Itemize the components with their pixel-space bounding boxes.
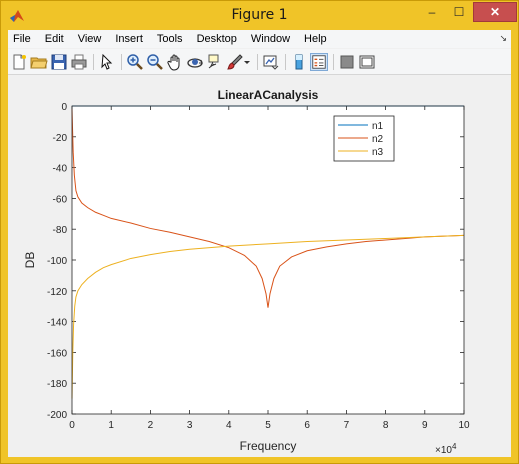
print-icon[interactable]	[70, 53, 88, 71]
menu-edit[interactable]: Edit	[44, 33, 64, 45]
y-tick-label: -40	[53, 164, 68, 175]
x-multiplier-label: ×104	[435, 442, 457, 456]
insert-legend-icon[interactable]	[310, 53, 328, 71]
y-axis-label: DB	[23, 252, 37, 269]
menu-window[interactable]: Window	[250, 33, 291, 45]
minimize-button[interactable]: –	[428, 5, 436, 19]
x-tick-label: 4	[226, 420, 232, 431]
arrow-icon[interactable]: ↘	[499, 33, 507, 43]
x-tick-label: 8	[383, 420, 389, 431]
y-tick-label: -180	[47, 379, 67, 390]
y-tick-label: -140	[47, 318, 67, 329]
chart-title: LinearACanalysis	[218, 88, 319, 102]
legend-label-n2: n2	[372, 134, 384, 145]
menu-view[interactable]: View	[77, 33, 102, 45]
y-axis: 0 -20 -40 -60 -80 -100 -120 -140 -160 -180 -200	[47, 102, 464, 421]
legend-label-n1: n1	[372, 121, 384, 132]
window-title: Figure 1	[231, 7, 288, 23]
x-multiplier-exponent: 4	[452, 442, 457, 451]
menu-desktop[interactable]: Desktop	[196, 33, 237, 45]
x-tick-label: 3	[187, 420, 193, 431]
close-icon: ✕	[489, 5, 501, 19]
y-tick-label: -20	[53, 133, 68, 144]
legend-label-n3: n3	[372, 147, 384, 158]
brush-icon[interactable]	[226, 53, 244, 71]
y-tick-label: -100	[47, 256, 67, 267]
x-tick-label: 9	[422, 420, 428, 431]
open-file-icon[interactable]	[30, 53, 48, 71]
x-tick-label: 0	[69, 420, 75, 431]
data-cursor-icon[interactable]	[206, 53, 224, 71]
show-plot-tools-icon[interactable]	[358, 53, 376, 71]
legend[interactable]: n1 n2 n3	[333, 115, 395, 162]
x-tick-label: 1	[108, 420, 114, 431]
dropdown-arrow-icon[interactable]	[242, 53, 252, 71]
edit-plot-icon[interactable]	[98, 53, 116, 71]
pan-icon[interactable]	[166, 53, 184, 71]
toolbar-separator	[121, 54, 122, 70]
toolbar-separator	[333, 54, 334, 70]
x-axis: 0 1 2 3 4 5 6 7 8 9 10	[69, 106, 470, 431]
hide-plot-tools-icon[interactable]	[338, 53, 356, 71]
menu-insert[interactable]: Insert	[115, 33, 143, 45]
new-figure-icon[interactable]	[10, 53, 28, 71]
y-tick-label: -80	[53, 225, 68, 236]
save-icon[interactable]	[50, 53, 68, 71]
x-tick-label: 7	[344, 420, 350, 431]
figure-client: File Edit View Insert Tools Desktop Wind…	[8, 30, 511, 457]
menu-bar: File Edit View Insert Tools Desktop Wind…	[8, 30, 511, 48]
plot-background	[72, 106, 464, 414]
rotate-3d-icon[interactable]	[186, 53, 204, 71]
close-button[interactable]: ✕	[473, 2, 517, 22]
plot-frame	[71, 105, 465, 415]
y-tick-label: -200	[47, 410, 67, 421]
zoom-in-icon[interactable]	[126, 53, 144, 71]
insert-colorbar-icon[interactable]	[290, 53, 308, 71]
y-tick-label: -120	[47, 287, 67, 298]
link-plot-icon[interactable]	[262, 53, 280, 71]
matlab-icon	[10, 10, 24, 22]
series-line-n2	[71, 109, 465, 308]
menu-file[interactable]: File	[13, 33, 31, 45]
figure-canvas: LinearACanalysis 0 -20 -40 -60 -80 -100 -120 -1…	[8, 76, 511, 457]
menu-help[interactable]: Help	[304, 33, 327, 45]
x-axis-label: Frequency	[240, 439, 297, 453]
y-tick-label: -160	[47, 348, 67, 359]
toolbar-separator	[257, 54, 258, 70]
y-tick-label: -60	[53, 194, 68, 205]
zoom-out-icon[interactable]	[146, 53, 164, 71]
x-tick-label: 6	[304, 420, 310, 431]
series-line-n3	[71, 234, 465, 399]
x-tick-label: 2	[148, 420, 154, 431]
figure-toolbar	[8, 49, 511, 75]
toolbar-separator	[285, 54, 286, 70]
x-tick-label: 10	[458, 420, 470, 431]
x-tick-label: 5	[265, 420, 271, 431]
toolbar-separator	[93, 54, 94, 70]
line-chart[interactable]: LinearACanalysis 0 -20 -40 -60 -80 -100 -120 -1…	[8, 76, 511, 457]
x-multiplier-base: ×10	[435, 445, 452, 456]
menu-tools[interactable]: Tools	[156, 33, 183, 45]
title-bar[interactable]: Figure 1 – ☐ ✕	[1, 1, 518, 30]
y-tick-label: 0	[61, 102, 67, 113]
maximize-button[interactable]: ☐	[453, 5, 465, 19]
